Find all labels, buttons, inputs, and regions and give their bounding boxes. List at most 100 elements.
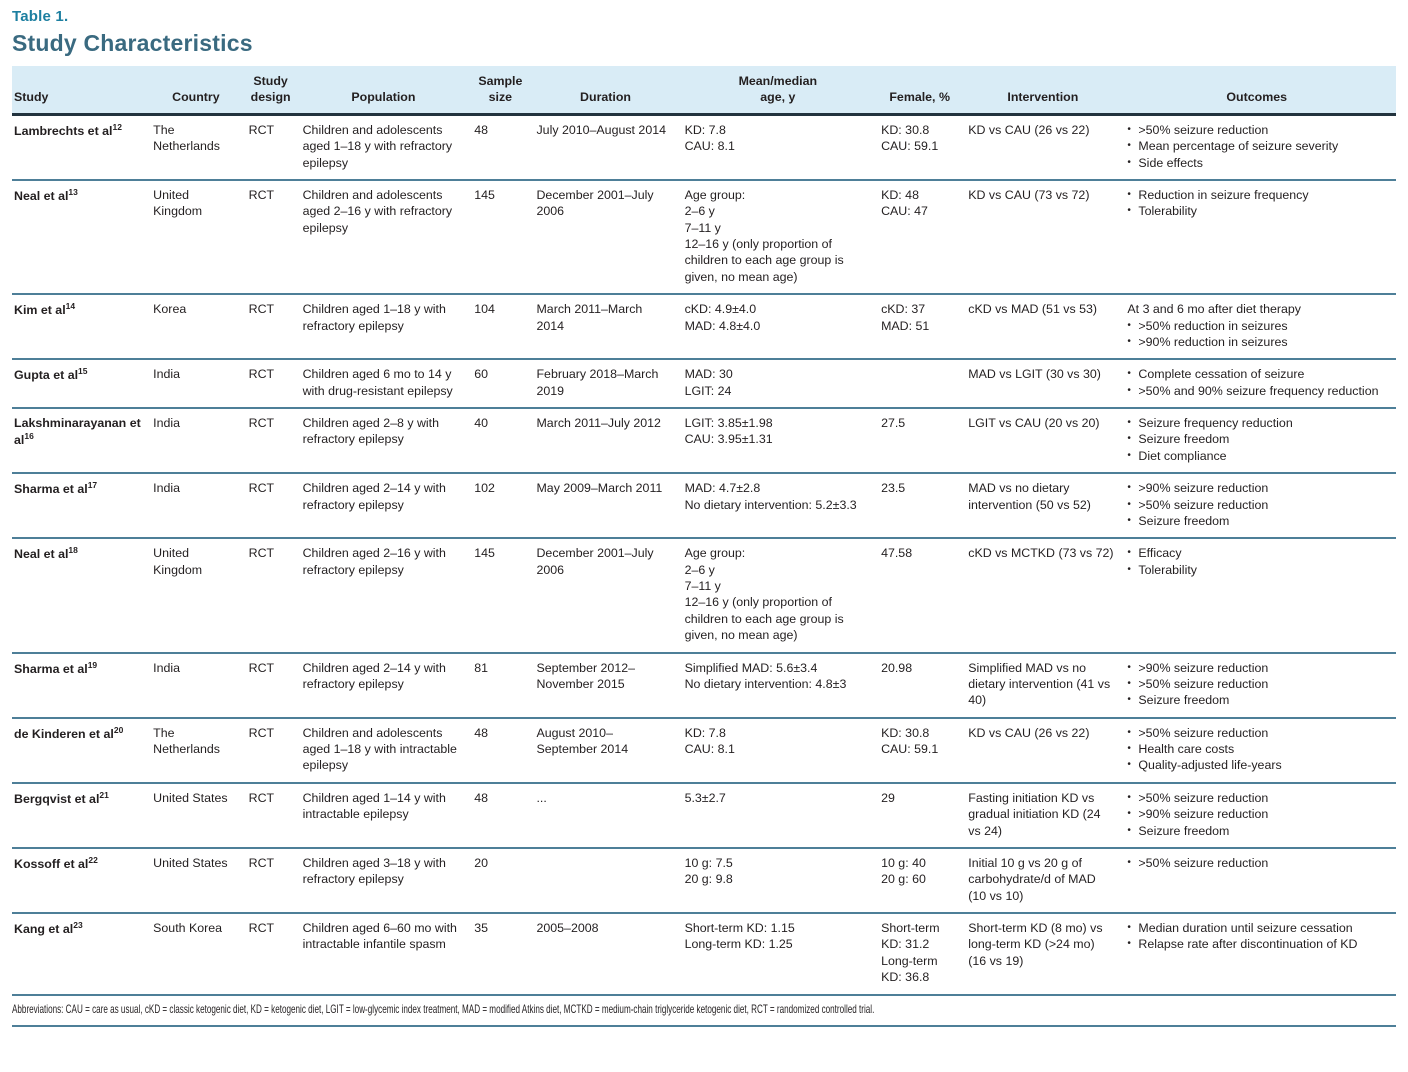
cell-study-design: RCT (248, 302, 275, 317)
study-reference-number: 13 (68, 186, 78, 197)
bullet-icon: • (1127, 482, 1131, 494)
cell-study-design: RCT (248, 855, 275, 870)
bullet-icon: • (1127, 808, 1131, 820)
cell-intervention: MAD vs LGIT (30 vs 30) (968, 367, 1101, 382)
study-name: Kang et al (14, 922, 74, 937)
cell-female-percent: cKD: 37 MAD: 51 (881, 302, 930, 333)
outcome-text: Side effects (1138, 155, 1203, 170)
bullet-icon: • (1127, 335, 1131, 347)
cell-sample-size: 145 (474, 546, 495, 561)
cell-duration: February 2018–March 2019 (536, 367, 659, 398)
table-row: Gupta et al15 India RCT Children aged 6 mo … (12, 359, 1396, 408)
table-row: Sharma et al19 India RCT Children aged 2–14… (12, 652, 1396, 718)
column-header-intervention: Intervention (968, 66, 1128, 115)
outcome-text: >50% seizure reduction (1138, 855, 1269, 870)
cell-population: Children and adolescents aged 2–16 y wit… (302, 187, 453, 235)
study-name: Sharma et al (14, 482, 88, 497)
cell-outcomes: • >50% seizure reduction • Health care cost… (1127, 718, 1396, 783)
table-row: Kang et al23 South Korea RCT Children aged … (12, 913, 1396, 995)
study-reference-number: 12 (112, 121, 122, 132)
outcome-text: Diet compliance (1138, 448, 1227, 463)
outcome-item: • >50% seizure reduction (1127, 790, 1384, 806)
bullet-icon: • (1127, 319, 1131, 331)
study-name: Neal et al (14, 547, 69, 562)
cell-population: Children aged 6–60 mo with intractable i… (302, 921, 457, 952)
study-name: Sharma et al (14, 661, 88, 676)
bullet-icon: • (1127, 514, 1131, 526)
cell-country: India (153, 416, 181, 430)
outcome-item: • Tolerability (1127, 562, 1384, 578)
outcome-text: >50% seizure reduction (1138, 676, 1269, 691)
cell-female-percent: 20.98 (881, 660, 913, 675)
column-header-country: Country (153, 66, 249, 115)
outcome-text: Tolerability (1138, 204, 1197, 219)
cell-study-design: RCT (248, 416, 275, 430)
cell-mean-median-age: Age group: 2–6 y 7–11 y 12–16 y (only pr… (684, 187, 844, 284)
header-row: Study Country Study design Population Sample… (12, 66, 1396, 115)
cell-outcomes: At 3 and 6 mo after diet therapy • >50% re… (1127, 294, 1396, 359)
bullet-icon: • (1127, 759, 1131, 771)
outcome-item: • >50% seizure reduction (1127, 497, 1384, 513)
cell-population: Children aged 2–14 y with refractory epi… (302, 660, 446, 691)
outcome-item: • >90% reduction in seizures (1127, 334, 1384, 350)
cell-intervention: Initial 10 g vs 20 g of carbohydrate/d o… (968, 855, 1096, 903)
bullet-icon: • (1127, 563, 1131, 575)
outcome-text: >50% seizure reduction (1138, 790, 1269, 805)
outcome-item: • Complete cessation of seizure (1127, 366, 1384, 382)
cell-study: Lambrechts et al12 (12, 114, 153, 180)
cell-outcomes: • Seizure frequency reduction • Seizure fre… (1127, 408, 1396, 473)
cell-outcomes: • Reduction in seizure frequency • Tolerabi… (1127, 180, 1396, 294)
study-name: Kossoff et al (14, 857, 89, 871)
cell-outcomes: • Complete cessation of seizure • >50% and … (1127, 359, 1396, 408)
study-reference-number: 18 (68, 545, 78, 556)
outcome-item: • Seizure freedom (1127, 513, 1384, 529)
cell-duration: September 2012–November 2015 (536, 660, 635, 691)
cell-mean-median-age: Age group: 2–6 y 7–11 y 12–16 y (only pr… (684, 546, 844, 643)
outcome-item: • Seizure freedom (1127, 823, 1384, 839)
outcome-text: Tolerability (1138, 562, 1197, 577)
cell-mean-median-age: 5.3±2.7 (684, 790, 726, 805)
bullet-icon: • (1127, 726, 1131, 738)
study-reference-number: 17 (87, 480, 98, 491)
cell-study-design: RCT (248, 921, 275, 935)
bullet-icon: • (1127, 188, 1131, 200)
bullet-icon: • (1127, 661, 1131, 673)
cell-sample-size: 104 (474, 302, 495, 317)
bullet-icon: • (1127, 384, 1131, 396)
outcome-text: Relapse rate after discontinuation of KD (1138, 937, 1358, 952)
bullet-icon: • (1127, 123, 1131, 135)
cell-outcomes: • >90% seizure reduction • >50% seizure red… (1127, 473, 1396, 538)
outcome-text: >90% seizure reduction (1138, 481, 1269, 496)
table-header: Study Country Study design Population Sample… (12, 66, 1396, 115)
table-row: Neal et al13 United Kingdom RCT Children an… (12, 179, 1396, 294)
cell-sample-size: 102 (474, 481, 495, 496)
outcome-item: • >50% seizure reduction (1127, 725, 1384, 741)
bullet-icon: • (1127, 824, 1131, 836)
cell-study: Kim et al14 (12, 294, 153, 359)
study-name: Bergqvist et al (14, 791, 100, 806)
outcome-text: Mean percentage of seizure severity (1138, 139, 1339, 154)
cell-outcomes: • >50% seizure reduction • >90% seizure red… (1127, 783, 1396, 848)
cell-sample-size: 48 (474, 725, 489, 740)
cell-study: Kang et al23 (12, 913, 153, 995)
bullet-icon: • (1127, 547, 1131, 559)
cell-intervention: KD vs CAU (26 vs 22) (968, 122, 1090, 137)
cell-sample-size: 145 (474, 187, 495, 202)
cell-population: Children aged 2–16 y with refractory epi… (302, 546, 446, 577)
outcome-item: • >50% and 90% seizure frequency reductio… (1127, 383, 1384, 399)
cell-female-percent: 10 g: 40 20 g: 60 (881, 855, 926, 887)
study-characteristics-table: Study Country Study design Population Sample… (12, 66, 1396, 996)
cell-population: Children and adolescents aged 1–18 y wit… (302, 725, 457, 773)
study-reference-number: 15 (78, 366, 88, 377)
outcome-text: Complete cessation of seizure (1138, 367, 1305, 382)
outcome-item: • >90% seizure reduction (1127, 806, 1384, 822)
cell-study: Sharma et al19 (12, 653, 153, 718)
cell-country: United States (153, 855, 228, 870)
cell-country: The Netherlands (153, 725, 220, 756)
cell-intervention: Short-term KD (8 mo) vs long-term KD (>2… (968, 921, 1103, 968)
cell-intervention: cKD vs MCTKD (73 vs 72) (968, 546, 1114, 561)
outcome-item: • >50% seizure reduction (1127, 855, 1384, 871)
cell-study-design: RCT (248, 660, 275, 675)
cell-study: Neal et al13 (12, 180, 153, 294)
cell-outcomes: • Efficacy • Tolerability (1127, 538, 1396, 652)
